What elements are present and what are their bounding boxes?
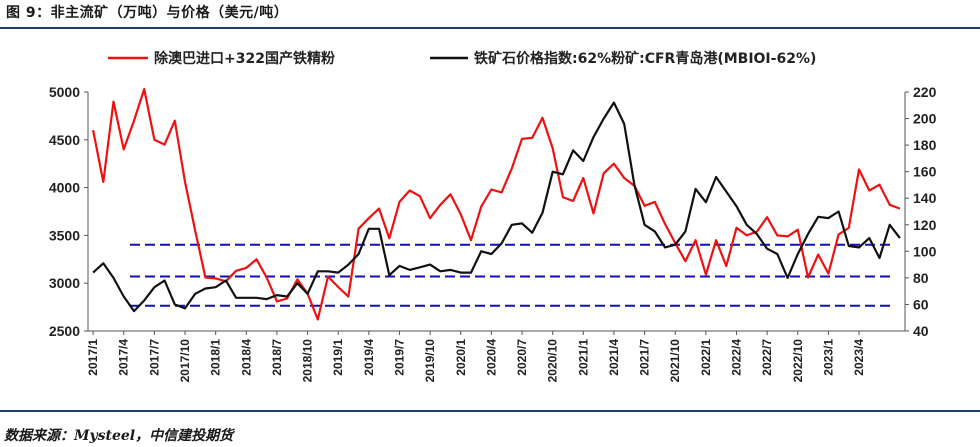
left-tick-label: 3500 [49, 227, 80, 243]
x-tick-label: 2020/7 [515, 339, 529, 376]
right-tick-label: 160 [913, 164, 937, 180]
x-tick-label: 2021/7 [638, 339, 652, 376]
series-line-non-mainstream-ore [92, 87, 901, 321]
right-tick-label: 180 [913, 137, 937, 153]
x-tick-label: 2017/10 [178, 339, 192, 383]
figure-title: 图 9：非主流矿（万吨）与价格（美元/吨） [6, 5, 289, 21]
right-tick-label: 100 [913, 243, 937, 259]
x-tick-label: 2022/4 [729, 339, 743, 376]
x-tick-label: 2017/7 [147, 339, 161, 376]
left-tick-label: 5000 [49, 84, 80, 100]
right-tick-label: 220 [913, 84, 937, 100]
left-tick-label: 2500 [49, 323, 80, 339]
x-tick-label: 2020/10 [546, 339, 560, 383]
bottom-rule [0, 410, 980, 412]
x-tick-label: 2020/4 [484, 339, 498, 376]
x-tick-label: 2018/7 [270, 339, 284, 376]
legend: 除澳巴进口+322国产铁精粉 铁矿石价格指数:62%粉矿:CFR青岛港(MBIOI… [108, 50, 816, 67]
left-tick-label: 4000 [49, 180, 80, 196]
right-tick-label: 80 [913, 270, 929, 286]
series-line-mbioi-62 [92, 101, 901, 313]
right-tick-label: 120 [913, 217, 937, 233]
chart-axes: 2500 3000 3500 4000 4500 5000 40 60 80 100 120 140 1… [49, 84, 937, 382]
reference-lines [130, 243, 895, 307]
source-note: 数据来源：Mysteel，中信建投期货 [4, 428, 234, 444]
x-tick-label: 2021/1 [576, 339, 590, 376]
x-tick-label: 2019/4 [362, 339, 376, 376]
x-tick-label: 2020/1 [454, 339, 468, 376]
legend-label-non-mainstream-ore: 除澳巴进口+322国产铁精粉 [154, 50, 335, 67]
x-tick-label: 2021/4 [607, 339, 621, 376]
x-tick-label: 2021/10 [668, 339, 682, 383]
right-tick-label: 40 [913, 323, 929, 339]
series-lines [92, 87, 901, 321]
x-tick-label: 2019/7 [392, 339, 406, 376]
x-tick-label: 2018/4 [239, 339, 253, 376]
x-tick-label: 2023/4 [852, 339, 866, 376]
x-tick-label: 2022/10 [791, 339, 805, 383]
x-tick-label: 2017/4 [117, 339, 131, 376]
right-tick-label: 200 [913, 111, 937, 127]
left-tick-label: 4500 [49, 132, 80, 148]
right-tick-label: 60 [913, 296, 929, 312]
right-tick-label: 140 [913, 190, 937, 206]
x-tick-label: 2019/1 [331, 339, 345, 376]
top-rule [0, 27, 980, 29]
x-tick-label: 2019/10 [423, 339, 437, 383]
x-tick-label: 2018/10 [301, 339, 315, 383]
left-tick-label: 3000 [49, 275, 80, 291]
x-tick-label: 2017/1 [86, 339, 100, 376]
legend-label-mbioi-62: 铁矿石价格指数:62%粉矿:CFR青岛港(MBIOI-62%) [474, 50, 816, 67]
x-tick-label: 2018/1 [209, 339, 223, 376]
x-tick-label: 2022/1 [699, 339, 713, 376]
x-tick-label: 2023/1 [821, 339, 835, 376]
x-tick-label: 2022/7 [760, 339, 774, 376]
